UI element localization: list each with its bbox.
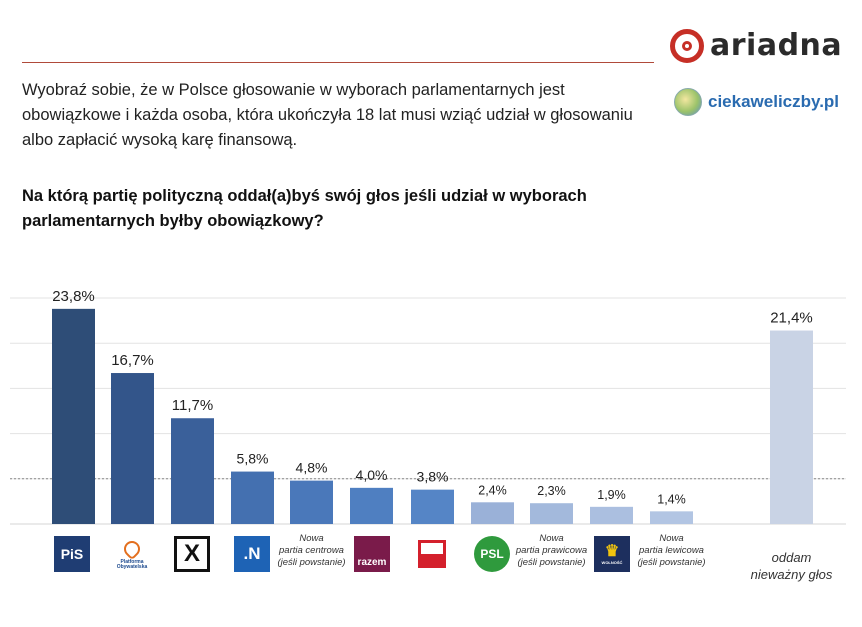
heart-icon bbox=[120, 537, 144, 561]
globe-icon bbox=[674, 88, 702, 116]
bar bbox=[471, 502, 514, 524]
razem-logo: razem bbox=[354, 536, 390, 572]
value-label: 23,8% bbox=[52, 288, 95, 305]
value-label: 1,4% bbox=[657, 492, 686, 506]
kukiz-logo-text: X bbox=[183, 540, 200, 567]
category-label: partia lewicowa bbox=[638, 545, 704, 556]
flag-logo bbox=[414, 536, 450, 572]
value-label: 5,8% bbox=[237, 451, 269, 467]
bar bbox=[590, 506, 633, 524]
category-label: partia centrowa bbox=[278, 545, 344, 556]
po-logo-line2: Obywatelska bbox=[116, 564, 148, 570]
nowoczesna-logo: .N bbox=[234, 536, 270, 572]
pis-logo: PiS bbox=[54, 536, 90, 572]
value-label: 11,7% bbox=[172, 397, 213, 414]
bar bbox=[52, 308, 95, 524]
ciekaweliczby-text: ciekaweliczby.pl bbox=[708, 92, 840, 111]
bar bbox=[770, 330, 813, 524]
ariadna-logo-icon bbox=[670, 28, 704, 63]
korwin-logo-text: WOLNOŚĆ bbox=[601, 559, 623, 565]
value-label: 2,4% bbox=[478, 483, 507, 497]
bar bbox=[111, 373, 154, 524]
category-label: (jeśli powstanie) bbox=[517, 557, 585, 568]
ariadna-logo-text: ariadna bbox=[710, 28, 843, 63]
value-label: 21,4% bbox=[770, 310, 813, 327]
value-label: 4,8% bbox=[296, 460, 328, 476]
value-label: 2,3% bbox=[537, 484, 566, 498]
value-label: 1,9% bbox=[597, 488, 626, 502]
survey-question: Na którą partię polityczną oddał(a)byś s… bbox=[22, 187, 587, 230]
psl-logo-text: PSL bbox=[480, 547, 504, 561]
korwin-logo: ♛ WOLNOŚĆ bbox=[594, 536, 630, 572]
kukiz-logo: X bbox=[174, 536, 210, 572]
pis-logo-text: PiS bbox=[60, 546, 84, 562]
category-label: Nowa bbox=[539, 533, 563, 544]
value-label: 4,0% bbox=[356, 467, 388, 483]
value-label: 3,8% bbox=[417, 469, 449, 485]
bar bbox=[530, 503, 573, 524]
header-rule bbox=[22, 62, 654, 63]
category-label: (jeśli powstanie) bbox=[277, 557, 345, 568]
ciekaweliczby-logo: ciekaweliczby.pl bbox=[674, 88, 839, 116]
value-label: 16,7% bbox=[111, 352, 154, 369]
bar bbox=[231, 471, 274, 524]
psl-logo: PSL bbox=[474, 536, 510, 572]
bar bbox=[411, 489, 454, 524]
po-logo-line1: Platforma bbox=[120, 559, 144, 565]
nowoczesna-logo-text: .N bbox=[243, 544, 261, 563]
category-label: partia prawicowa bbox=[515, 545, 587, 556]
bar bbox=[290, 480, 333, 524]
crown-icon: ♛ bbox=[604, 542, 620, 560]
flag-icon bbox=[418, 540, 446, 568]
po-logo: Platforma Obywatelska bbox=[114, 536, 150, 572]
bar bbox=[350, 487, 393, 524]
category-label: nieważny głos bbox=[751, 567, 833, 582]
category-label: Nowa bbox=[659, 533, 683, 544]
intro-text: Wyobraź sobie, że w Polsce głosowanie w … bbox=[22, 81, 633, 149]
bar bbox=[650, 511, 693, 524]
bar bbox=[171, 418, 214, 524]
category-label: (jeśli powstanie) bbox=[637, 557, 705, 568]
ariadna-logo: ariadna bbox=[670, 28, 842, 63]
category-label: Nowa bbox=[299, 533, 323, 544]
razem-logo-text: razem bbox=[357, 557, 387, 568]
category-label: oddam bbox=[772, 550, 812, 565]
